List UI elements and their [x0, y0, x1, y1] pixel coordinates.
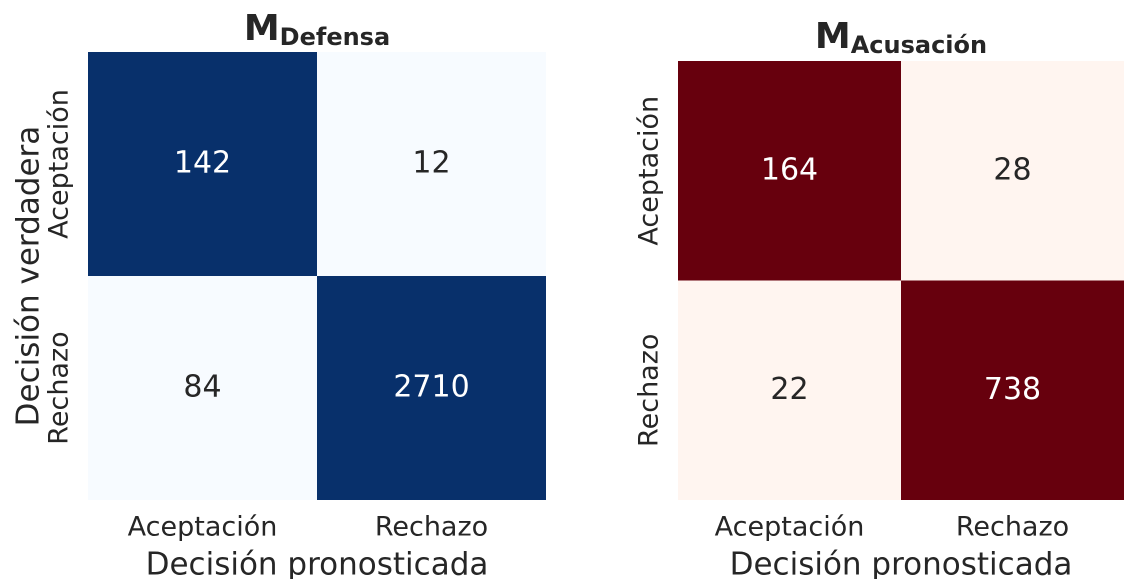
title-main: M	[244, 8, 280, 49]
chart-title: MDefensa	[244, 8, 390, 51]
cell-label: 28	[993, 152, 1031, 187]
heatmap-cell	[88, 52, 317, 276]
cell-label: 84	[183, 370, 221, 405]
x-axis-label: Decisión pronosticada	[146, 547, 489, 579]
cell-label: 12	[412, 146, 450, 181]
heatmap-cell	[678, 61, 901, 281]
cell-label: 738	[984, 372, 1041, 407]
cell-label: 164	[761, 152, 818, 187]
y-tick-label: Aceptación	[44, 89, 75, 239]
heatmap-cell	[678, 280, 901, 500]
cell-label: 142	[174, 146, 231, 181]
chart-title: MAcusación	[815, 16, 987, 59]
y-tick-label: Aceptación	[634, 96, 665, 246]
heatmap-cell	[317, 52, 546, 276]
title-subscript: Acusación	[851, 31, 987, 59]
y-tick-label: Rechazo	[44, 331, 75, 444]
y-tick-label: Rechazo	[634, 334, 665, 447]
heatmap-cell	[88, 276, 317, 500]
title-main: M	[815, 16, 851, 57]
heatmap-cell	[901, 280, 1124, 500]
x-tick-label: Aceptación	[128, 512, 278, 543]
cell-label: 2710	[393, 370, 469, 405]
heatmap-cell	[901, 61, 1124, 281]
cell-label: 22	[770, 372, 808, 407]
heatmap-cell	[317, 276, 546, 500]
x-axis-label: Decisión pronosticada	[730, 547, 1073, 579]
x-tick-label: Rechazo	[956, 512, 1069, 543]
x-tick-label: Rechazo	[375, 512, 488, 543]
y-axis-label: Decisión verdadera	[11, 126, 47, 427]
title-subscript: Defensa	[280, 23, 390, 51]
x-tick-label: Aceptación	[715, 512, 865, 543]
